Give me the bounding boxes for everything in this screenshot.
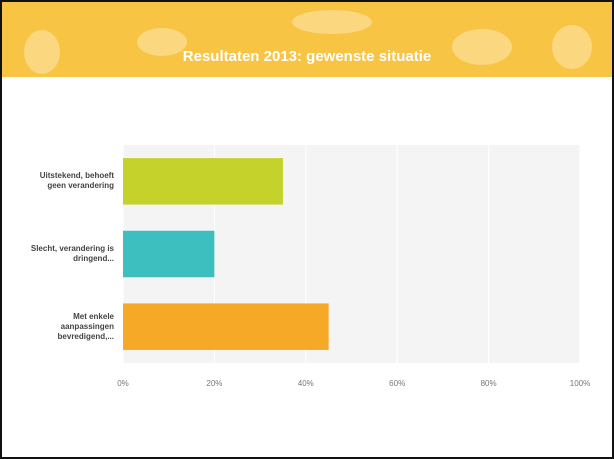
y-tick-label: Met enkele aanpassingen bevredigend,... — [57, 311, 114, 341]
header-band: Resultaten 2013: gewenste situatie — [2, 2, 612, 77]
silhouette — [552, 25, 592, 69]
x-tick-label: 40% — [297, 379, 314, 388]
y-tick-label: Slecht, verandering is dringend... — [30, 244, 114, 263]
bar — [123, 230, 215, 278]
x-tick-label: 20% — [206, 379, 223, 388]
x-tick-label: 0% — [117, 379, 129, 388]
silhouette — [292, 10, 372, 34]
slide-title: Resultaten 2013: gewenste situatie — [182, 48, 432, 65]
silhouette — [24, 30, 60, 74]
y-tick-label: Uitstekend, behoeft geen verandering — [39, 171, 114, 191]
x-tick-label: 100% — [569, 379, 591, 388]
silhouette — [452, 29, 512, 65]
bar — [123, 303, 329, 350]
bar — [123, 158, 283, 205]
header-decoration — [24, 10, 592, 74]
x-tick-label: 60% — [389, 379, 406, 388]
silhouette — [137, 28, 187, 56]
x-tick-label: 80% — [480, 379, 497, 388]
